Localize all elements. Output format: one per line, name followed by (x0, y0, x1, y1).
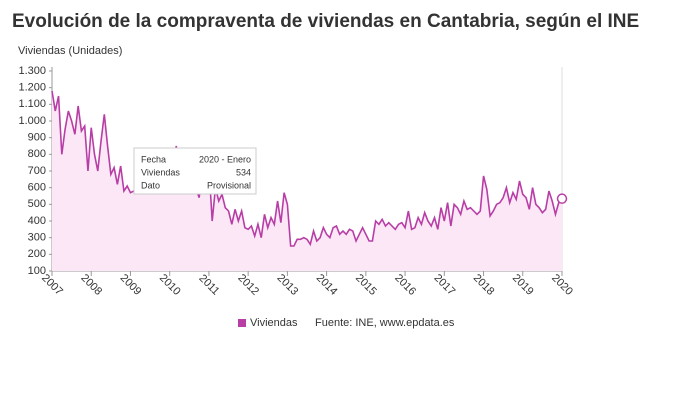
tooltip-value: 2020 - Enero (199, 154, 251, 164)
tooltip-value: Provisional (207, 180, 251, 190)
x-tick-label: 2008 (78, 272, 104, 298)
x-tick-label: 2017 (431, 272, 457, 298)
x-tick-label: 2014 (314, 272, 340, 298)
x-tick-label: 2011 (196, 272, 221, 297)
y-tick-label: 400 (28, 215, 46, 227)
x-tick-label: 2007 (39, 272, 65, 298)
x-tick-label: 2013 (275, 272, 301, 298)
y-tick-label: 100 (28, 265, 46, 277)
y-tick-label: 1.300 (18, 65, 46, 77)
tooltip-value: 534 (236, 167, 251, 177)
y-tick-label: 800 (28, 148, 46, 160)
y-tick-label: 300 (28, 232, 46, 244)
source: Fuente: INE, www.epdata.es (315, 317, 455, 329)
y-tick-label: 900 (28, 132, 46, 144)
x-tick-label: 2018 (471, 272, 497, 298)
y-tick-label: 1.100 (18, 98, 46, 110)
tooltip: Fecha 2020 - Enero Viviendas 534 Dato Provisi… (133, 147, 257, 195)
x-tick-label: 2020 (549, 272, 575, 298)
tooltip-key: Fecha (141, 154, 166, 164)
highlight-point (556, 193, 568, 204)
y-tick-label: 500 (28, 198, 46, 210)
area (52, 91, 562, 271)
y-tick-label: 600 (28, 182, 46, 194)
y-axis-label: Viviendas (Unidades) (18, 45, 122, 57)
tooltip-key: Viviendas (141, 167, 180, 177)
x-tick-label: 2019 (510, 272, 536, 298)
legend-swatch[interactable] (238, 319, 246, 327)
tooltip-box (133, 147, 257, 195)
x-tick-label: 2010 (157, 272, 183, 298)
chart-title: Evolución de la compraventa de viviendas… (12, 11, 639, 32)
x-tick-label: 2015 (353, 272, 379, 298)
y-tick-label: 1.200 (18, 82, 46, 94)
tooltip-key: Dato (141, 180, 160, 190)
legend-label[interactable]: Viviendas (250, 317, 298, 329)
y-tick-label: 700 (28, 165, 46, 177)
y-tick-label: 1.000 (18, 115, 46, 127)
x-tick-label: 2009 (118, 272, 144, 298)
x-tick-label: 2012 (235, 272, 261, 298)
x-tick-label: 2016 (392, 272, 418, 298)
y-tick-label: 200 (28, 248, 46, 260)
